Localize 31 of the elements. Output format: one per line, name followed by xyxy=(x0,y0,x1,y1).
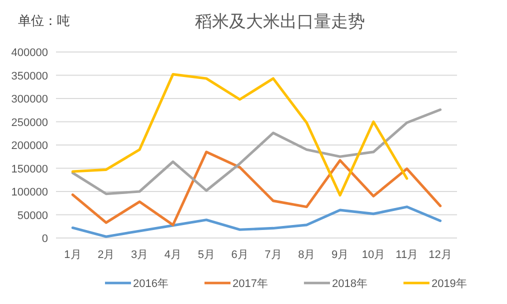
y-tick-label: 250000 xyxy=(11,116,48,129)
legend-label: 2019年 xyxy=(431,278,467,290)
line-series xyxy=(71,73,408,197)
text: 单位：吨 xyxy=(18,13,70,28)
y-tick-label: 400000 xyxy=(11,47,48,59)
x-tick-label: 4月 xyxy=(164,249,182,261)
chart-title: 稻米及大米出口量走势 xyxy=(195,12,365,31)
x-tick-label: 1月 xyxy=(64,249,82,261)
x-tick-label: 11月 xyxy=(396,249,418,261)
y-tick-label: 350000 xyxy=(11,70,48,82)
x-tick-label: 10月 xyxy=(362,249,386,261)
legend-label: 2016年 xyxy=(133,278,168,290)
legend-label: 2017年 xyxy=(232,278,268,290)
x-tick-label: 3月 xyxy=(130,249,148,261)
x-tick-label: 8月 xyxy=(298,249,316,261)
line-series xyxy=(71,206,442,238)
y-tick-label: 200000 xyxy=(11,140,48,152)
legend-label: 2018年 xyxy=(332,278,368,290)
y-tick-label: 300000 xyxy=(11,94,48,106)
y-tick-label: 100000 xyxy=(11,186,48,198)
y-tick-label: 0 xyxy=(42,233,48,245)
y-tick-label: 50000 xyxy=(17,210,48,222)
x-tick-label: 2月 xyxy=(98,249,115,261)
x-tick-label: 9月 xyxy=(331,249,349,261)
x-tick-label: 12月 xyxy=(428,249,452,261)
line-series xyxy=(71,150,442,226)
x-tick-label: 6月 xyxy=(231,249,248,261)
x-tick-label: 7月 xyxy=(264,249,282,261)
x-tick-label: 5月 xyxy=(198,249,215,261)
line-series xyxy=(71,108,442,196)
y-tick-label: 150000 xyxy=(11,163,48,176)
